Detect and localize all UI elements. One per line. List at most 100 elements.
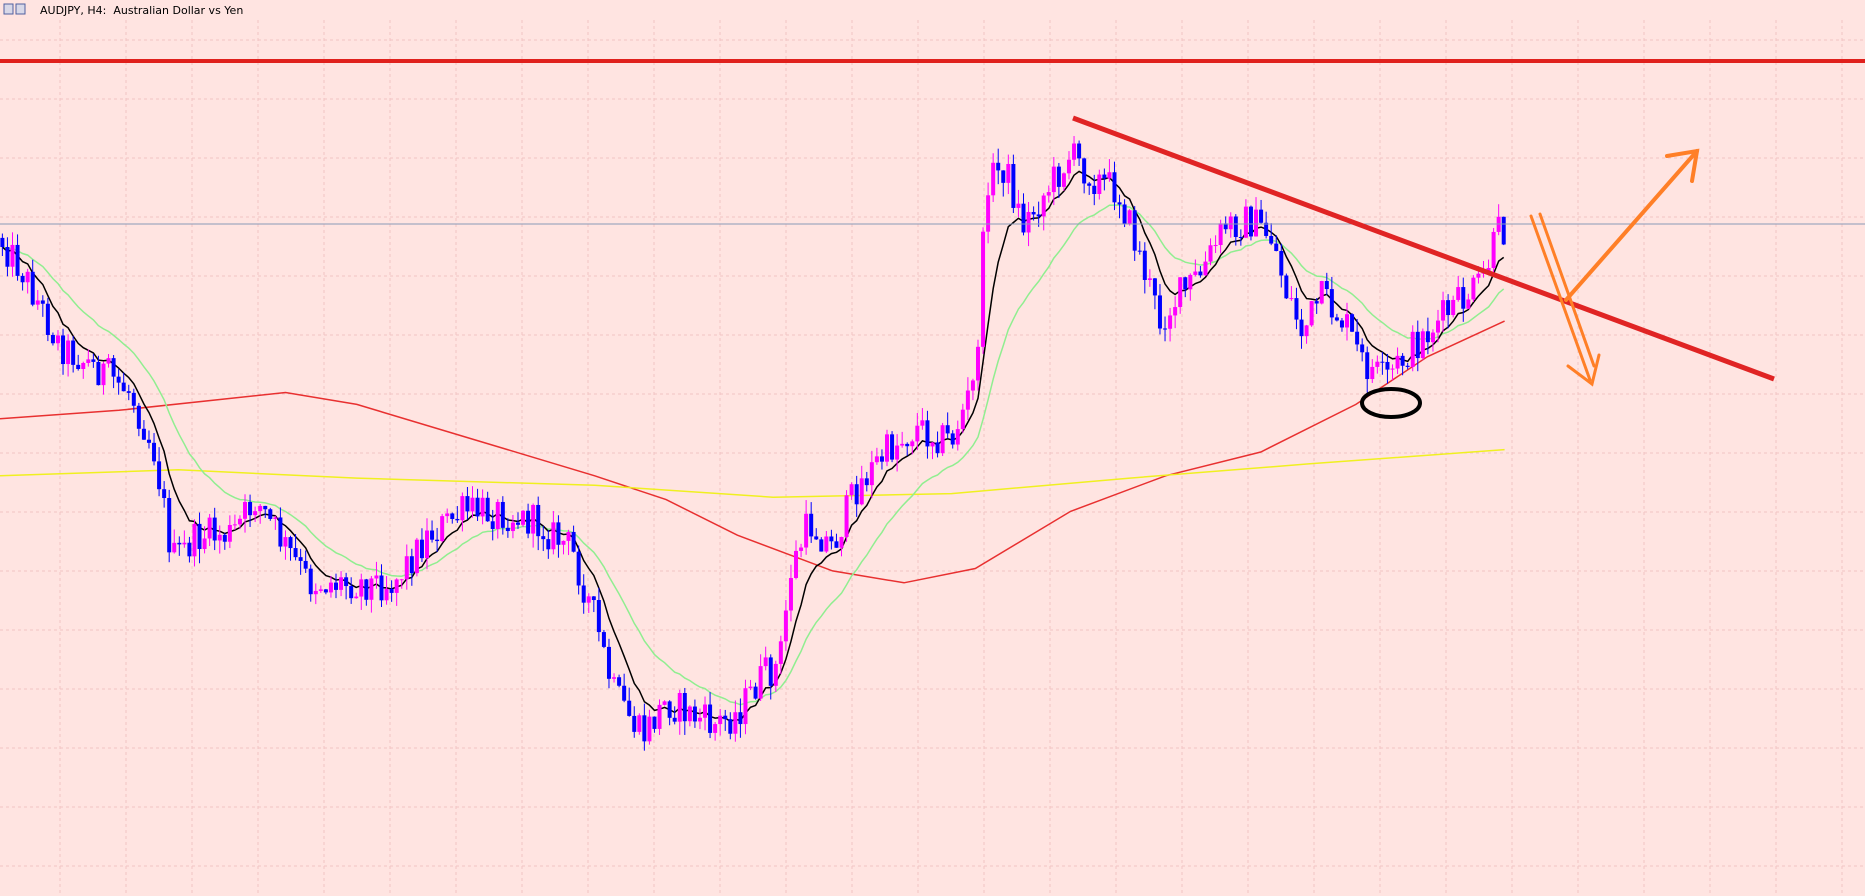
candle-body [126,391,131,393]
candle-body [692,706,697,722]
candle-body [1198,271,1203,276]
candle-body [248,502,253,516]
candle-body [273,517,278,519]
candle-body [612,677,617,679]
candle-body [930,442,935,447]
candle-body [450,513,455,519]
candle-body [177,542,182,545]
candle-body [788,578,793,611]
candle-body [172,542,177,553]
candle-body [354,596,359,599]
candle-body [389,588,394,593]
candle-body [131,392,136,406]
candle-body [556,522,561,545]
candle-body [677,692,682,722]
candle-body [187,542,192,557]
candle-body [1107,172,1112,179]
candle-body [1279,250,1284,276]
candle-body [1324,281,1329,290]
candle-body [1001,170,1006,183]
candle-body [1051,166,1056,193]
candle-body [212,517,217,541]
candle-body [369,578,374,600]
candle-body [76,364,81,370]
candle-body [430,530,435,540]
candle-body [1183,277,1188,290]
candle-body [10,244,15,267]
candle-body [1350,314,1355,332]
candle-body [981,231,986,347]
candle-body [1259,209,1264,223]
medium-ma [2,204,1505,706]
candle-body [1425,331,1430,343]
candle-body [1077,143,1082,159]
candles [0,136,1506,751]
candle-body [682,692,687,722]
candle-body [1345,314,1350,328]
candle-body [1213,245,1218,247]
candle-body [637,715,642,732]
candle-body [30,271,35,305]
candle-body [743,688,748,725]
candle-body [495,501,500,529]
long-ma [0,448,1505,498]
candle-body [505,527,510,532]
candle-body [20,275,25,283]
candle-body [1016,203,1021,208]
candle-body [1021,203,1026,233]
candle-body [1102,174,1107,179]
candle-body [960,409,965,430]
candle-body [672,717,677,722]
candle-body [470,497,475,512]
candle-body [480,497,485,517]
candle-body [313,590,318,595]
candle-body [804,513,809,548]
candle-body [490,521,495,529]
candle-body [1375,361,1380,367]
candle-body [1461,287,1466,309]
candle-body [1319,281,1324,304]
candle-body [455,518,460,521]
candle-body [1264,222,1269,236]
candle-body [86,359,91,363]
candle-body [1011,163,1016,208]
candle-body [955,429,960,445]
up-arrow [1564,148,1700,302]
candle-body [1066,159,1071,174]
candle-body [844,495,849,537]
candle-body [1329,289,1334,318]
candle-body [758,666,763,699]
candle-body [596,600,601,633]
candle-body [864,478,869,486]
candle-body [263,505,268,510]
candle-body [748,686,753,689]
candle-body [920,420,925,426]
candle-body [1420,331,1425,359]
candle-body [1309,301,1314,326]
candle-body [1228,216,1233,230]
candle-body [243,502,248,519]
candle-body [435,539,440,542]
candle-body [1314,301,1319,304]
candle-body [253,511,258,516]
moving-averages [0,170,1505,723]
candle-body [970,380,975,391]
candle-body [15,244,20,276]
candle-body [753,686,758,699]
candle-body [935,442,940,454]
candle-body [1501,216,1506,245]
candle-body [627,700,632,716]
candle-body [50,334,55,344]
candle-body [1122,204,1127,224]
candle-body [768,657,773,686]
candle-body [1390,368,1395,370]
candle-body [773,663,778,686]
candle-body [515,522,520,525]
candle-body [1385,361,1390,370]
candle-body [1203,261,1208,276]
candle-body [738,712,743,725]
candle-body [819,539,824,552]
candle-body [227,524,232,542]
candle-body [531,504,536,534]
window-icon [15,3,26,15]
